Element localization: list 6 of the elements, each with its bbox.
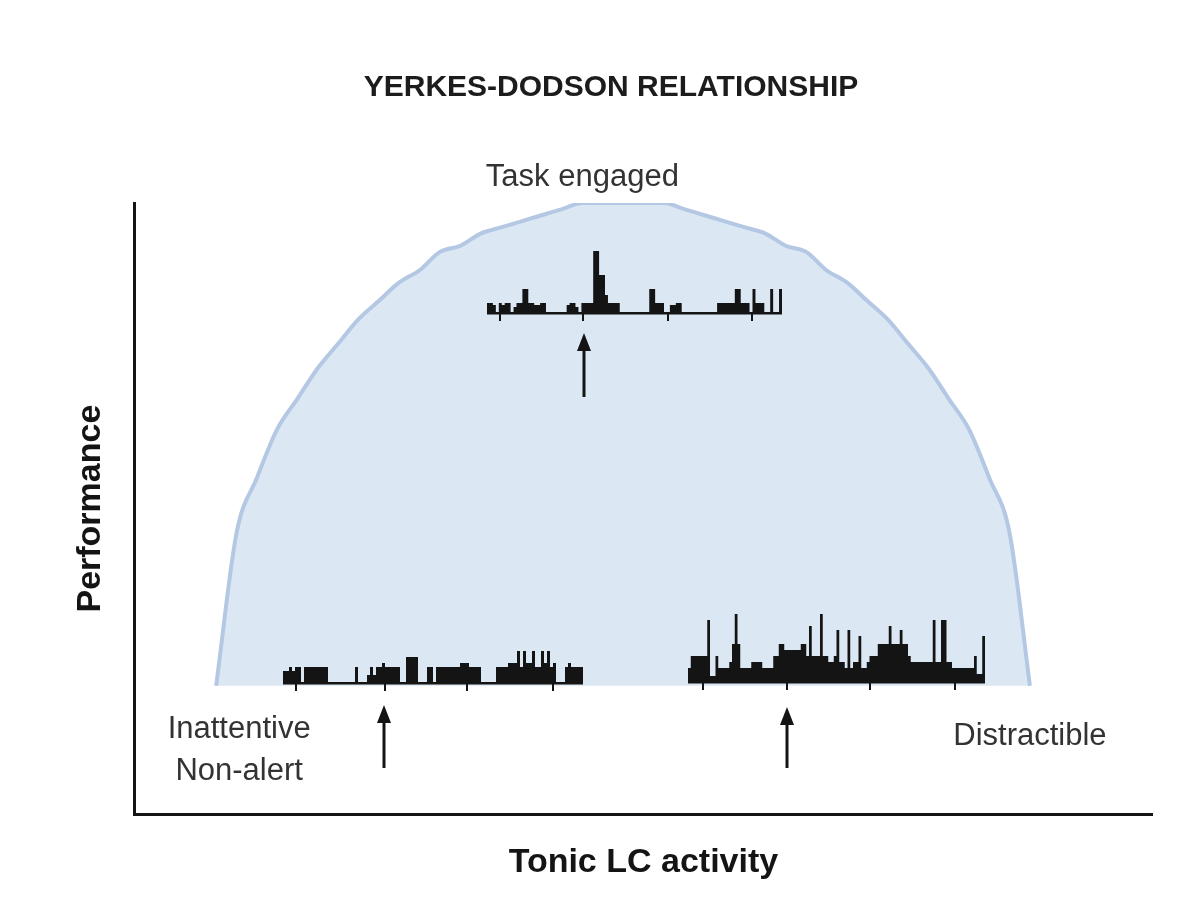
text: Task engaged [485, 157, 679, 193]
chart-title: YERKES-DODSON RELATIONSHIP [363, 69, 859, 103]
annotation: Inattentive Non-alert [167, 710, 311, 788]
y-axis-title: Performance [68, 404, 107, 613]
x-axis-title: Tonic LC activity [508, 840, 779, 879]
annotation: Distractible [953, 717, 1107, 753]
